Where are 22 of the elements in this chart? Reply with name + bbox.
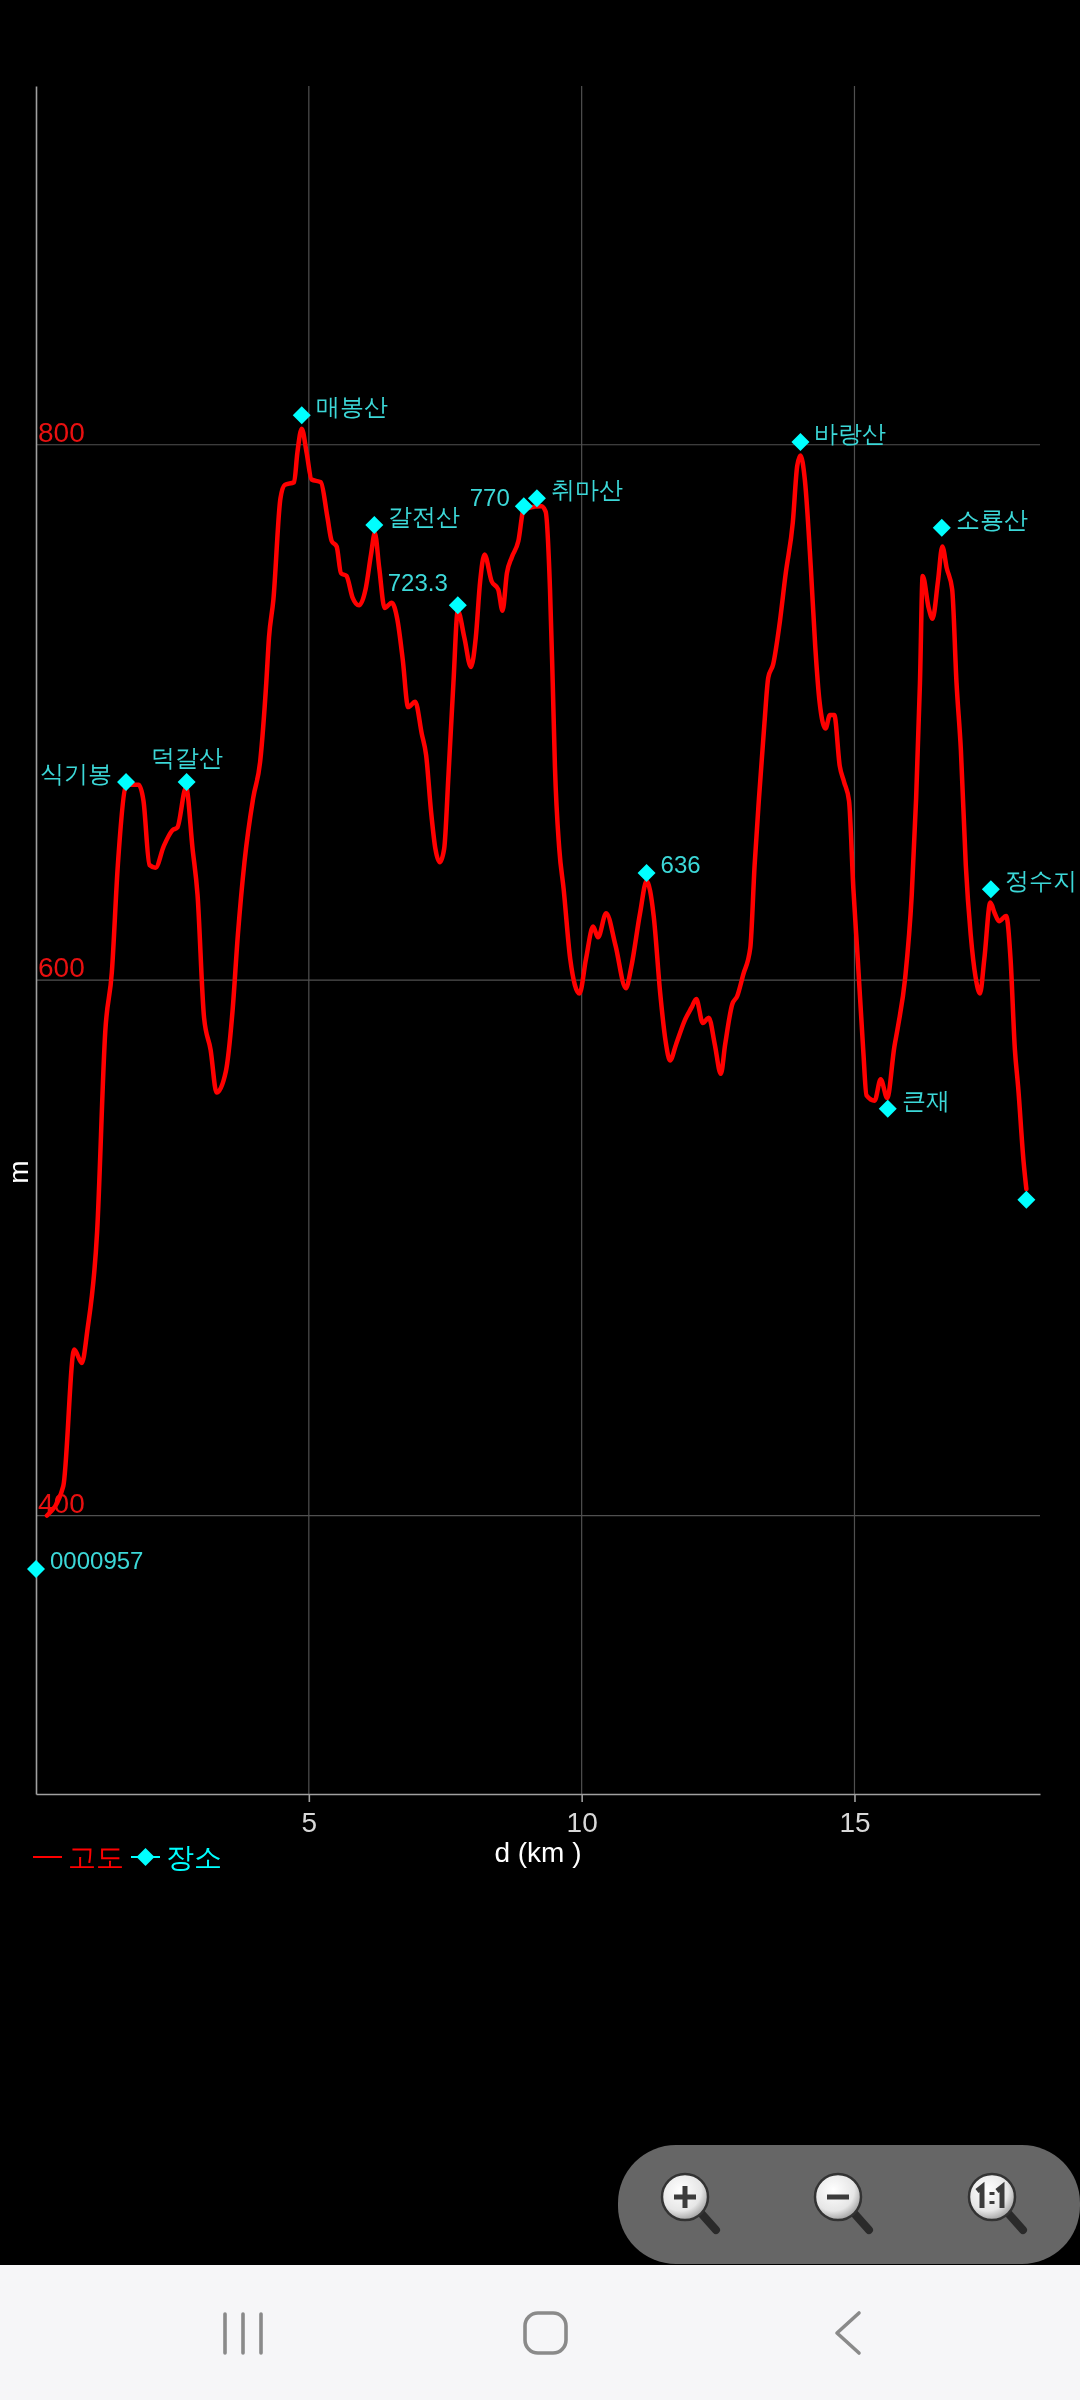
annotation: 636 [660, 851, 701, 879]
annotation: 바랑산 [814, 420, 887, 448]
annotation: 취마산 [550, 476, 623, 504]
annotation: 매봉산 [315, 393, 388, 421]
x-axis-title: d (km ) [494, 1837, 582, 1868]
y-axis-title: m [3, 1160, 34, 1184]
x-tick-label: 15 [839, 1806, 871, 1838]
legend-label: 고도 [68, 1841, 124, 1873]
annotation: 소룡산 [955, 505, 1028, 533]
annotation: 770 [469, 484, 510, 512]
y-tick-label: 800 [38, 416, 85, 448]
annotation: 723.3 [387, 569, 448, 597]
annotation: 덕갈산 [150, 744, 223, 772]
annotation: 정수지 [1004, 867, 1077, 895]
annotation: 식기봉 [40, 760, 113, 788]
annotation: 큰재 [901, 1086, 950, 1114]
y-tick-label: 600 [38, 952, 85, 984]
annotation: 0000957 [50, 1547, 144, 1575]
annotation: 갈전산 [388, 503, 461, 531]
x-tick-label: 5 [301, 1806, 318, 1838]
legend-label: 장소 [166, 1841, 222, 1873]
x-tick-label: 10 [566, 1806, 598, 1838]
